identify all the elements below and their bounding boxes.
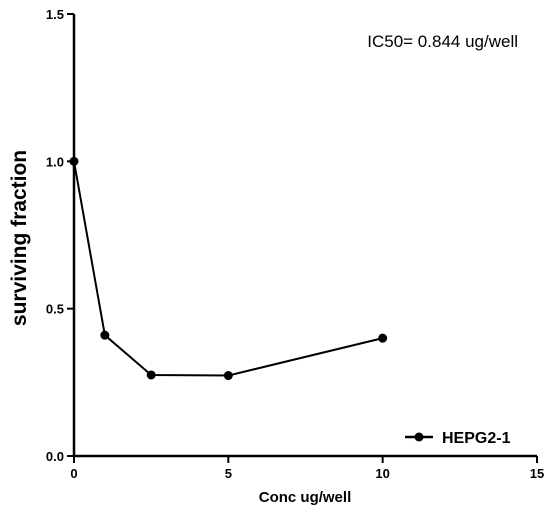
data-point — [69, 156, 79, 166]
x-tick-label: 10 — [375, 466, 389, 481]
ic50-annotation: IC50= 0.844 ug/well — [367, 32, 518, 51]
ticks: 0.0 0.5 1.0 1.5 0 5 10 15 — [46, 7, 544, 481]
axes — [72, 14, 537, 458]
data-point — [100, 330, 110, 340]
legend-label: HEPG2-1 — [442, 430, 511, 447]
x-tick-label: 0 — [70, 466, 77, 481]
y-tick-label: 0.5 — [46, 302, 64, 317]
y-tick-label: 1.0 — [46, 154, 64, 169]
data-point — [223, 371, 233, 381]
y-tick-label: 0.0 — [46, 449, 64, 464]
x-tick-label: 5 — [225, 466, 232, 481]
y-tick-label: 1.5 — [46, 7, 64, 22]
data-point — [378, 333, 388, 343]
x-tick-label: 15 — [530, 466, 544, 481]
x-axis-title: Conc ug/well — [259, 489, 352, 506]
data-point — [146, 370, 156, 380]
legend: HEPG2-1 — [405, 430, 511, 447]
y-axis-title: surviving fraction — [8, 150, 31, 326]
series-line — [73, 161, 383, 377]
legend-marker — [414, 432, 424, 442]
series-layer — [69, 156, 388, 381]
